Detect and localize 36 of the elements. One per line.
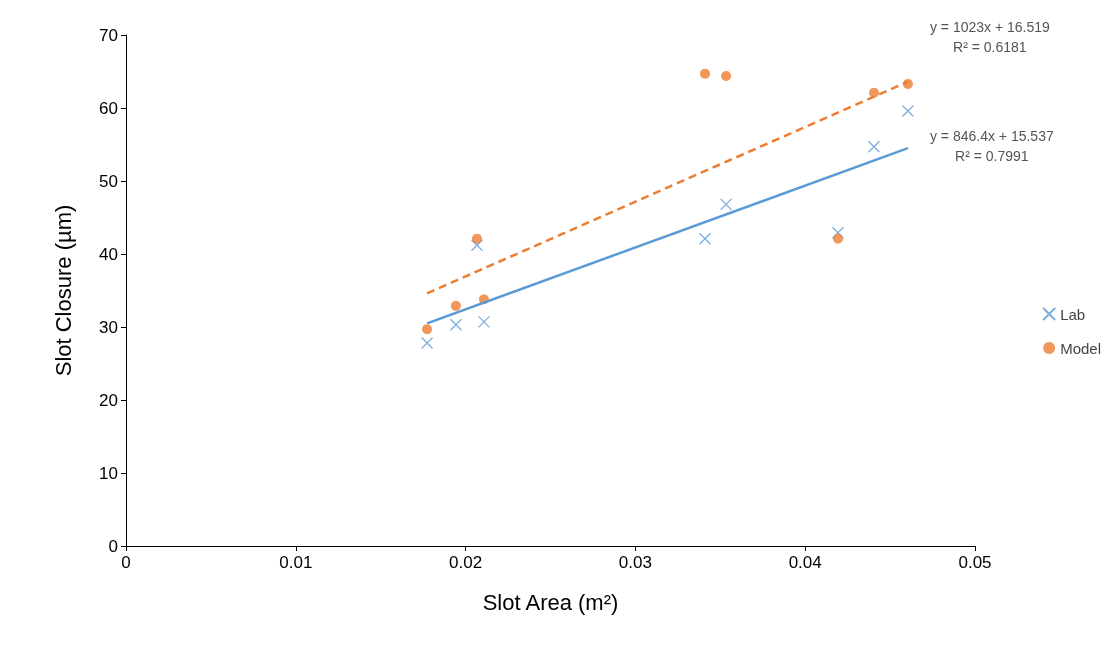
- point: [901, 104, 915, 118]
- y-tick-label: 10: [99, 463, 118, 483]
- x-tick-label: 0.03: [618, 553, 652, 572]
- annotation: y = 846.4x + 15.537 R² = 0.7991: [929, 128, 1054, 165]
- point: [470, 239, 484, 252]
- x-tick-label: 0.01: [279, 553, 313, 572]
- point: [477, 315, 491, 329]
- legend-label: Lab: [1060, 305, 1086, 323]
- point: [832, 233, 843, 244]
- point: [422, 324, 433, 335]
- point: [831, 226, 845, 239]
- point: [450, 300, 461, 311]
- y-tick-label: 20: [99, 390, 118, 410]
- point: [700, 68, 711, 79]
- point: [719, 198, 733, 211]
- point: [868, 87, 879, 98]
- point: [471, 233, 482, 244]
- point: [721, 70, 732, 81]
- point: [867, 140, 881, 153]
- y-tick-label: 30: [99, 317, 118, 337]
- y-tick-label: 40: [99, 244, 118, 264]
- y-tick-label: 60: [99, 98, 118, 118]
- x-axis-title: Slot Area (m²): [482, 589, 619, 615]
- point: [698, 232, 712, 245]
- x-tick-label: 0.04: [788, 553, 822, 572]
- x-tick-label: 0: [121, 553, 131, 572]
- y-tick-label: 0: [108, 536, 118, 556]
- legend-label: Model: [1060, 339, 1101, 357]
- x-tick-label: 0.02: [449, 553, 483, 572]
- annotation: y = 1023x + 16.519 R² = 0.6181: [929, 18, 1051, 55]
- y-axis-title: Slot Closure (µm): [50, 204, 76, 377]
- y-tick-label: 50: [99, 171, 118, 191]
- x-tick-label: 0.05: [958, 553, 992, 572]
- y-tick-label: 70: [99, 25, 118, 45]
- point: [420, 336, 434, 350]
- point: [449, 318, 463, 331]
